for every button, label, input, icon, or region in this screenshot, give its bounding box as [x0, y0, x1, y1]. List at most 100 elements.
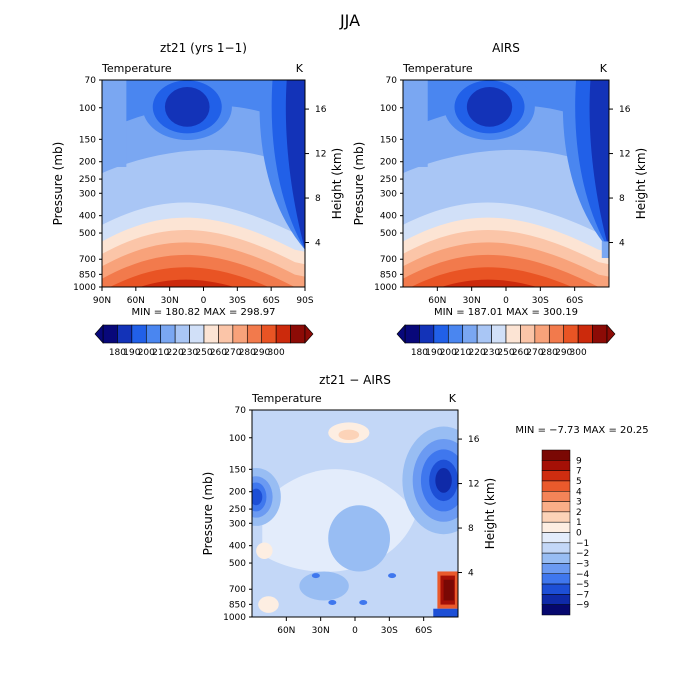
y-tick-label: 700	[380, 255, 397, 265]
colorbar-cell	[541, 604, 571, 616]
y-tick-label: 700	[229, 585, 246, 595]
y-tick-label: 500	[229, 559, 246, 569]
contour-fill	[252, 410, 458, 617]
colorbar-cell	[290, 324, 306, 344]
figure-title: JJA	[339, 11, 360, 30]
y-tick-label: 400	[79, 212, 96, 222]
colorbar-cell	[541, 542, 571, 554]
y-axis-title: Pressure (mb)	[352, 142, 366, 226]
colorbar-cell	[174, 324, 190, 344]
colorbar-label: 250	[195, 348, 212, 358]
y-tick-label: 70	[235, 406, 247, 416]
contour-band	[441, 279, 538, 287]
y-tick-label: 400	[229, 542, 246, 552]
field-label: Temperature	[101, 62, 172, 75]
contour-band	[299, 571, 349, 601]
model-panel: zt21 (yrs 1−1) Temperature K 70 100 150 200 250…	[51, 41, 344, 358]
colorbar-cell	[541, 491, 571, 502]
obs-panel: AIRS Temperature K 70 100 150 200 250 300 400 500 7…	[352, 41, 648, 358]
y-tick-label: 850	[229, 600, 246, 610]
colorbar-label: 180	[109, 348, 126, 358]
panel-title: AIRS	[492, 41, 520, 55]
colorbar-cell	[404, 324, 420, 344]
colorbar-cell	[541, 480, 571, 492]
y2-tick-label: 12	[619, 150, 630, 160]
colorbar-label: −5	[576, 580, 589, 590]
colorbar-cell	[433, 324, 449, 344]
y-tick-label: 250	[229, 505, 246, 515]
y-tick-label: 100	[380, 104, 397, 114]
colorbar-cell	[541, 470, 571, 482]
colorbar-cell	[534, 324, 550, 344]
y2-tick-label: 8	[315, 194, 321, 204]
contour-band	[338, 429, 360, 441]
x-tick-label: 30S	[381, 626, 398, 636]
colorbar-end	[606, 324, 616, 344]
colorbar-label: −1	[576, 539, 589, 549]
x-tick-label: 60S	[415, 626, 432, 636]
contour-band	[140, 279, 235, 287]
colorbar-label: −2	[576, 549, 589, 559]
contour-band	[285, 80, 305, 250]
y2-axis-title: Height (km)	[634, 148, 648, 219]
colorbar-cell	[541, 552, 571, 564]
colorbar-label: −7	[576, 590, 589, 600]
panel-title: zt21 (yrs 1−1)	[160, 41, 247, 55]
colorbar-label: 260	[210, 348, 227, 358]
colorbar-cell	[131, 324, 147, 344]
colorbar-cell	[541, 532, 571, 544]
colorbar-end	[304, 324, 314, 344]
colorbar-label: 5	[576, 477, 582, 487]
y2-tick-label: 8	[468, 524, 474, 534]
colorbar-label: 280	[541, 348, 558, 358]
y-tick-label: 200	[380, 158, 397, 168]
colorbar-cell	[275, 324, 291, 344]
colorbar-cell	[145, 324, 162, 344]
colorbar-label: −9	[576, 601, 590, 611]
y-tick-label: 100	[229, 434, 246, 444]
y-tick-label: 850	[380, 270, 397, 280]
colorbar-cell	[541, 563, 571, 574]
colorbar-label: 300	[268, 348, 285, 358]
x-tick-label: 60N	[127, 296, 145, 306]
x-tick-label: 60S	[263, 296, 280, 306]
contour-band	[403, 80, 428, 167]
y-tick-label: 150	[229, 465, 246, 475]
colorbar-end	[396, 324, 406, 344]
y-tick-label: 1000	[223, 613, 246, 623]
colorbar-label: −4	[576, 570, 590, 580]
colorbar-cell	[563, 324, 579, 344]
y-tick-label: 70	[386, 76, 398, 86]
y-axis-title: Pressure (mb)	[201, 472, 215, 556]
y-tick-label: 1000	[73, 283, 96, 293]
colorbar-label: 7	[576, 467, 582, 477]
colorbar-label: 9	[576, 456, 582, 466]
contour-band	[388, 573, 397, 579]
units-label: K	[296, 62, 304, 75]
colorbar-label: 2	[576, 508, 582, 518]
colorbar-cell	[261, 324, 277, 344]
y-tick-label: 70	[85, 76, 97, 86]
contour-band	[589, 80, 609, 250]
x-tick-label: 90N	[93, 296, 111, 306]
colorbar-label: 1	[576, 518, 582, 528]
minmax-stats: MIN = −7.73 MAX = 20.25	[515, 425, 648, 436]
units-label: K	[449, 392, 457, 405]
field-label: Temperature	[251, 392, 322, 405]
colorbar-label: 220	[167, 348, 184, 358]
y-tick-label: 500	[380, 229, 397, 239]
y2-tick-label: 4	[315, 239, 321, 249]
colorbar-label: 4	[576, 487, 582, 497]
colorbar-cell	[419, 324, 435, 344]
y2-tick-label: 12	[468, 480, 479, 490]
contour-band	[328, 505, 391, 572]
colorbar-cell	[541, 521, 571, 533]
x-tick-label: 0	[352, 626, 358, 636]
colorbar-label: 290	[253, 348, 270, 358]
colorbar-cell	[476, 324, 492, 344]
colorbar-cell	[541, 501, 571, 513]
y-tick-label: 300	[380, 189, 397, 199]
colorbar-label: 220	[469, 348, 486, 358]
contour-band	[110, 267, 269, 287]
y-tick-label: 100	[79, 104, 96, 114]
